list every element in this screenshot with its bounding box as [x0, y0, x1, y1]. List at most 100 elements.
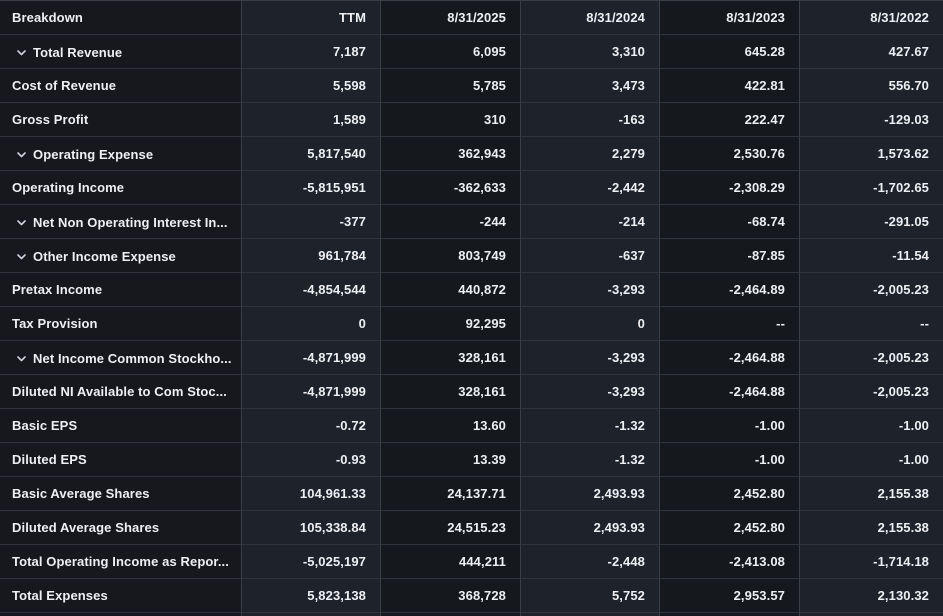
col-header-8-31-2025: 8/31/2025	[380, 1, 520, 35]
cell-ttm: 104,961.33	[241, 477, 380, 511]
cell-2022: -1.00	[799, 443, 943, 477]
cell-2025: 310	[380, 103, 520, 137]
cell-2022: -11.54	[799, 239, 943, 273]
table-row: Tax Provision 0 92,295 0 -- --	[0, 307, 943, 341]
cell-2024: 3,310	[520, 35, 659, 69]
row-label-cell[interactable]: Total Revenue	[0, 35, 241, 69]
row-label: Net Income Common Stockho...	[33, 350, 232, 366]
cell-2022: 1,573.62	[799, 137, 943, 171]
cell-2023: 645.28	[659, 35, 799, 69]
row-label: Basic EPS	[12, 418, 78, 433]
cell-2023: 2,530.76	[659, 137, 799, 171]
cell-2025: 13.60	[380, 409, 520, 443]
cell-2022: 2,155.38	[799, 511, 943, 545]
cell-2025: 440,872	[380, 273, 520, 307]
row-label: Net Non Operating Interest In...	[33, 214, 228, 230]
cell-2023: -1.00	[659, 443, 799, 477]
cell-ttm: -5,025,197	[241, 545, 380, 579]
cell-2024: 0	[520, 307, 659, 341]
cell-ttm: 0	[241, 307, 380, 341]
chevron-down-icon[interactable]	[17, 44, 26, 59]
cell-ttm: -5,815,951	[241, 171, 380, 205]
row-label-cell[interactable]: Other Income Expense	[0, 239, 241, 273]
table-cell	[799, 613, 943, 616]
cell-2024: -3,293	[520, 341, 659, 375]
table-cell	[380, 613, 520, 616]
cell-ttm: 5,817,540	[241, 137, 380, 171]
cell-2022: 2,130.32	[799, 579, 943, 613]
row-label-cell: Pretax Income	[0, 273, 241, 307]
cell-2024: -1.32	[520, 409, 659, 443]
cell-2023: -2,413.08	[659, 545, 799, 579]
cell-ttm: -377	[241, 205, 380, 239]
row-label-cell[interactable]: Net Income Common Stockho...	[0, 341, 241, 375]
cell-2023: 222.47	[659, 103, 799, 137]
chevron-down-icon[interactable]	[17, 350, 26, 365]
col-header-8-31-2022: 8/31/2022	[799, 1, 943, 35]
row-label-cell: Total Expenses	[0, 579, 241, 613]
col-header-8-31-2024: 8/31/2024	[520, 1, 659, 35]
header-row: Breakdown TTM 8/31/2025 8/31/2024 8/31/2…	[0, 1, 943, 35]
cell-ttm: 961,784	[241, 239, 380, 273]
table-row	[0, 613, 943, 616]
col-header-ttm: TTM	[241, 1, 380, 35]
cell-2024: 3,473	[520, 69, 659, 103]
cell-2022: -1,702.65	[799, 171, 943, 205]
cell-2022: 556.70	[799, 69, 943, 103]
chevron-down-icon[interactable]	[17, 214, 26, 229]
cell-2024: -2,442	[520, 171, 659, 205]
cell-2025: 328,161	[380, 375, 520, 409]
cell-ttm: -0.72	[241, 409, 380, 443]
cell-2025: 92,295	[380, 307, 520, 341]
row-label-cell: Tax Provision	[0, 307, 241, 341]
table-cell	[520, 613, 659, 616]
row-label: Operating Expense	[33, 146, 154, 162]
cell-2024: -214	[520, 205, 659, 239]
cell-2025: 24,137.71	[380, 477, 520, 511]
cell-2022: 427.67	[799, 35, 943, 69]
cell-2022: -2,005.23	[799, 375, 943, 409]
cell-2023: -2,308.29	[659, 171, 799, 205]
cell-2023: -1.00	[659, 409, 799, 443]
table-row: Gross Profit 1,589 310 -163 222.47 -129.…	[0, 103, 943, 137]
table-row: Diluted Average Shares 105,338.84 24,515…	[0, 511, 943, 545]
row-label: Diluted NI Available to Com Stoc...	[12, 384, 227, 399]
cell-2025: 328,161	[380, 341, 520, 375]
cell-2025: 803,749	[380, 239, 520, 273]
cell-2024: -2,448	[520, 545, 659, 579]
cell-2025: 368,728	[380, 579, 520, 613]
row-label-cell: Diluted Average Shares	[0, 511, 241, 545]
row-label-cell: Gross Profit	[0, 103, 241, 137]
cell-ttm: 1,589	[241, 103, 380, 137]
cell-2022: -291.05	[799, 205, 943, 239]
chevron-down-icon[interactable]	[17, 248, 26, 263]
table-row: Basic Average Shares 104,961.33 24,137.7…	[0, 477, 943, 511]
row-label: Operating Income	[12, 180, 125, 195]
cell-2025: 6,095	[380, 35, 520, 69]
cell-2024: 2,279	[520, 137, 659, 171]
row-label: Other Income Expense	[33, 248, 176, 264]
row-label-cell[interactable]: Operating Expense	[0, 137, 241, 171]
cell-2025: 362,943	[380, 137, 520, 171]
table-row: Total Revenue 7,187 6,095 3,310 645.28 4…	[0, 35, 943, 69]
row-label: Total Operating Income as Repor...	[12, 554, 229, 569]
col-header-breakdown: Breakdown	[0, 1, 241, 35]
cell-2024: 5,752	[520, 579, 659, 613]
cell-2022: --	[799, 307, 943, 341]
table-row: Cost of Revenue 5,598 5,785 3,473 422.81…	[0, 69, 943, 103]
cell-2025: 444,211	[380, 545, 520, 579]
row-label-cell[interactable]: Net Non Operating Interest In...	[0, 205, 241, 239]
row-label: Pretax Income	[12, 282, 103, 297]
table-header: Breakdown TTM 8/31/2025 8/31/2024 8/31/2…	[0, 1, 943, 35]
cell-2025: 13.39	[380, 443, 520, 477]
cell-2023: 422.81	[659, 69, 799, 103]
cell-2024: 2,493.93	[520, 511, 659, 545]
cell-ttm: -0.93	[241, 443, 380, 477]
row-label-cell: Diluted EPS	[0, 443, 241, 477]
chevron-down-icon[interactable]	[17, 146, 26, 161]
cell-2023: -68.74	[659, 205, 799, 239]
table-row: Pretax Income -4,854,544 440,872 -3,293 …	[0, 273, 943, 307]
row-label: Tax Provision	[12, 316, 98, 331]
